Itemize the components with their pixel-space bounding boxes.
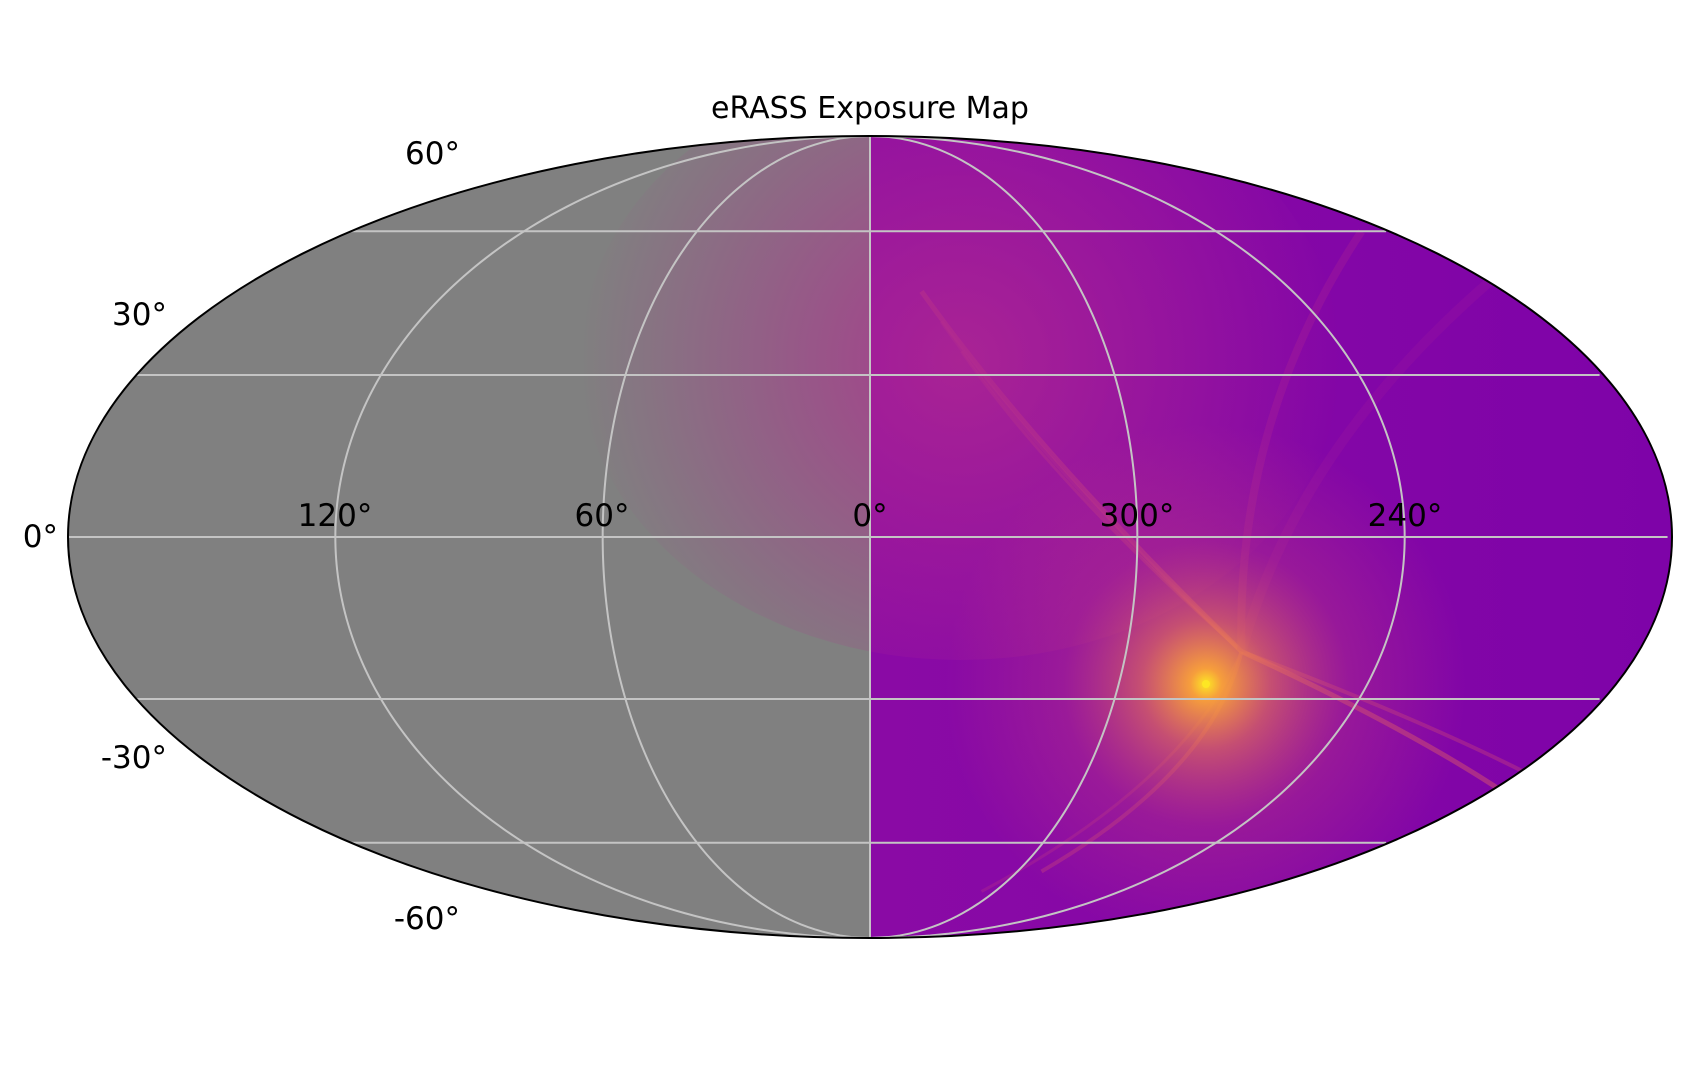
lon-tick-label: 60°	[575, 498, 630, 534]
lat-tick-label: -60°	[394, 901, 460, 937]
lat-tick-label: 60°	[405, 136, 460, 172]
longitude-tick-labels: 120° 60° 0° 300° 240°	[298, 498, 1443, 534]
lon-tick-label: 0°	[852, 498, 887, 534]
exposure-peak	[1202, 680, 1210, 688]
graticule	[68, 135, 1668, 939]
chart-title: eRASS Exposure Map	[711, 91, 1029, 126]
lon-tick-label: 120°	[298, 498, 373, 534]
lat-tick-label: 0°	[23, 519, 58, 555]
lon-tick-label: 300°	[1100, 498, 1175, 534]
lon-tick-label: 240°	[1368, 498, 1443, 534]
map-outline	[67, 135, 1673, 939]
latitude-tick-labels: 60° 30° 0° -30° -60°	[23, 136, 460, 937]
lat-tick-label: -30°	[101, 740, 167, 776]
lat-tick-label: 30°	[112, 297, 167, 333]
